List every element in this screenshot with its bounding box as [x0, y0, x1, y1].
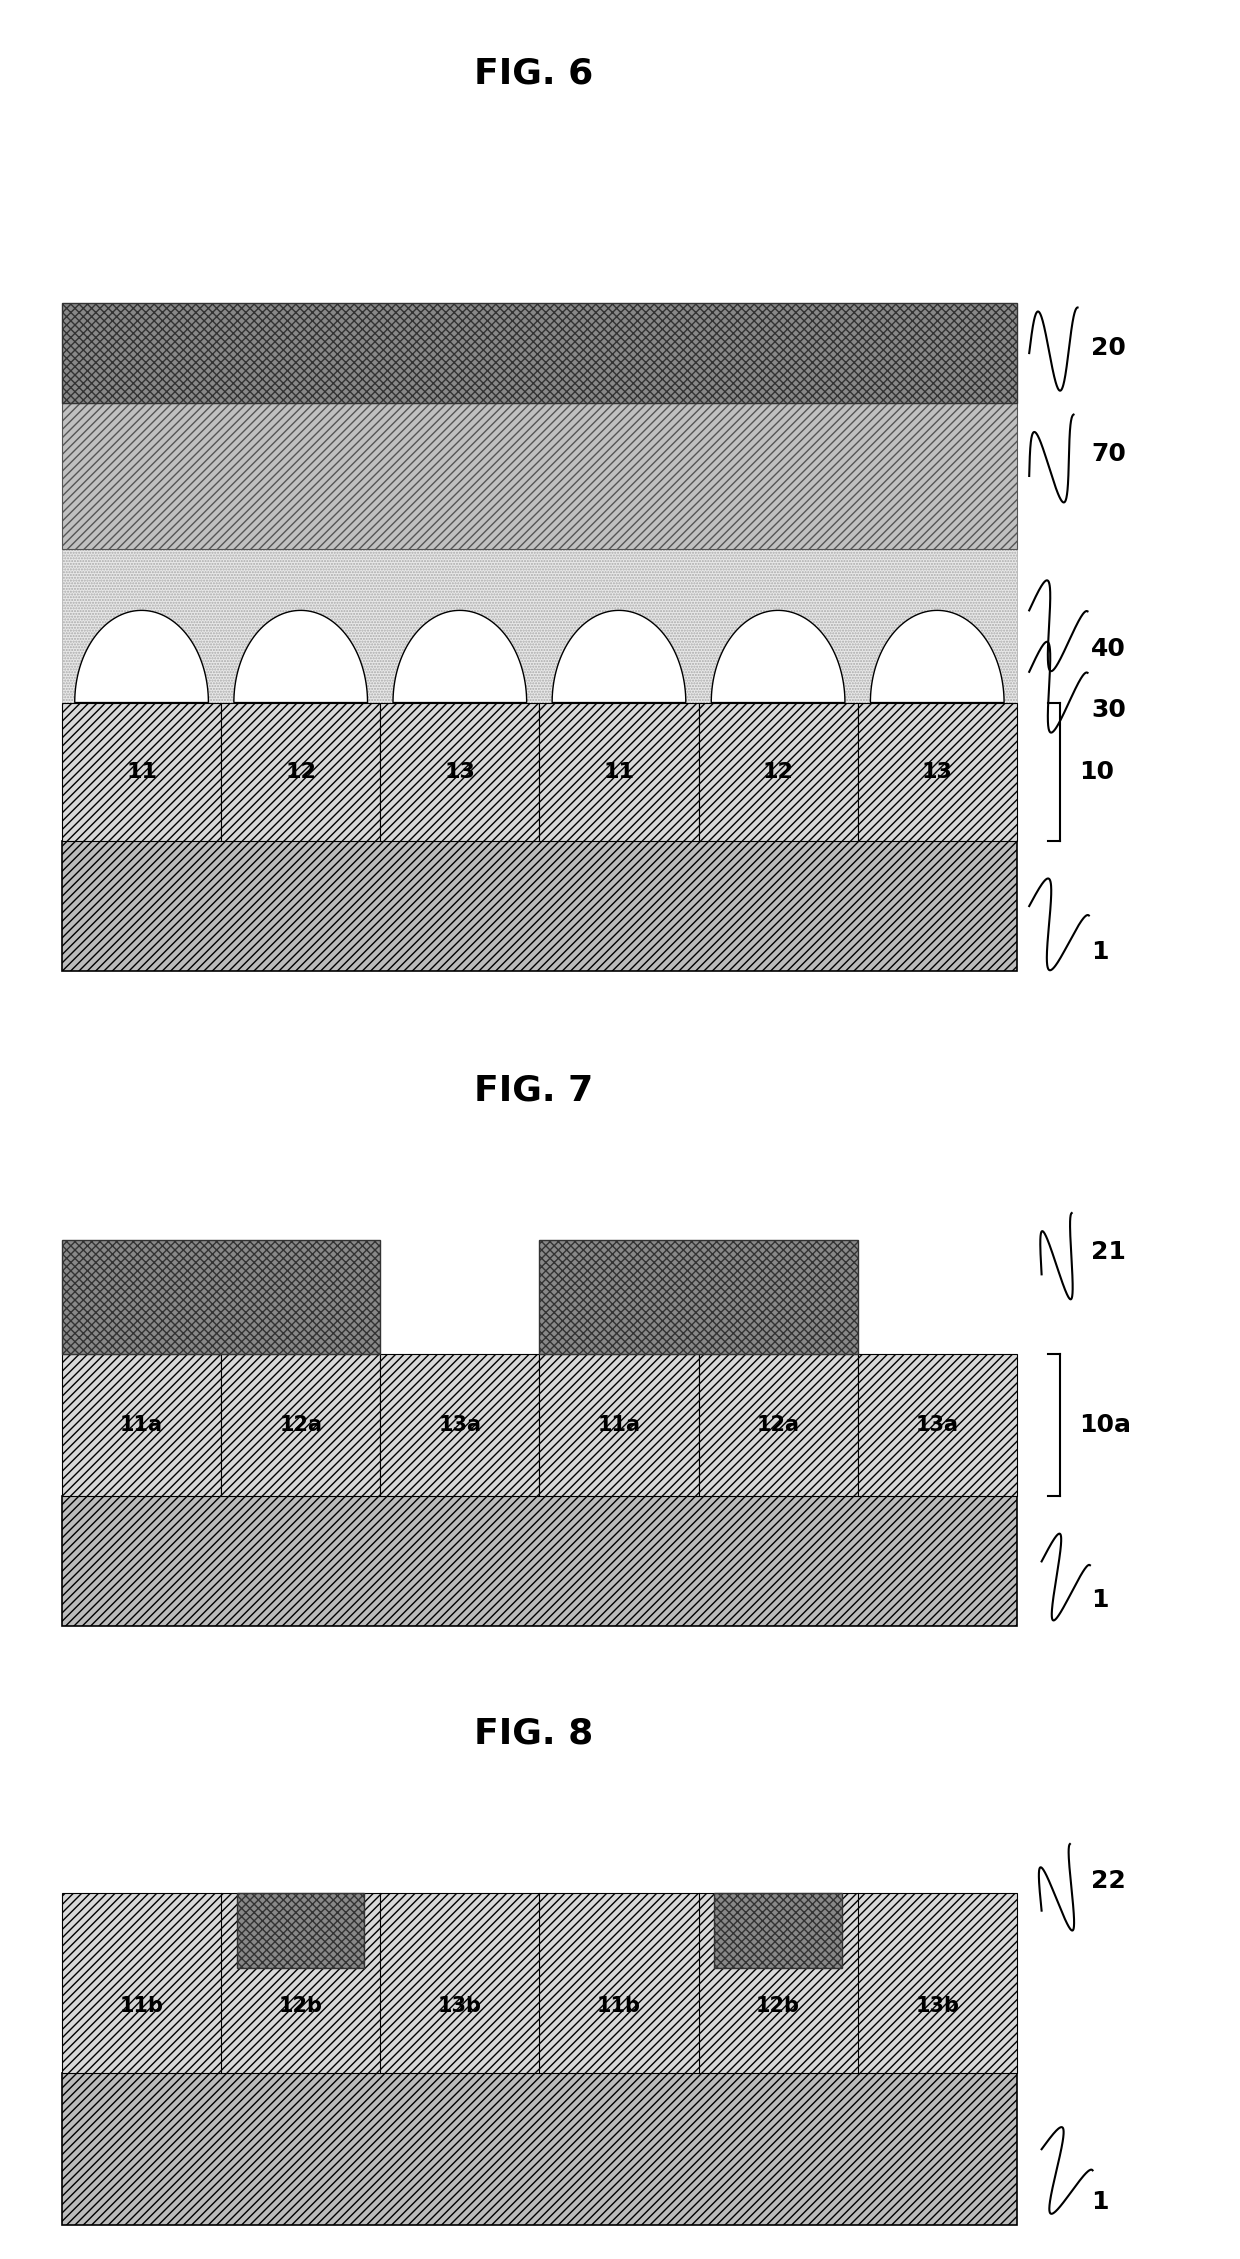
Text: 70: 70 — [1091, 443, 1126, 465]
Text: 21: 21 — [1091, 1240, 1126, 1263]
Text: 1: 1 — [1091, 940, 1109, 965]
Text: 11b: 11b — [119, 1995, 164, 2015]
Text: 13a: 13a — [915, 1414, 959, 1434]
Bar — [539, 1240, 858, 1353]
Bar — [221, 1353, 381, 1495]
Bar — [62, 402, 1017, 549]
Bar — [62, 2074, 1017, 2225]
Bar — [62, 1495, 1017, 1626]
Text: FIG. 6: FIG. 6 — [474, 56, 593, 90]
Text: 12a: 12a — [279, 1414, 322, 1434]
Polygon shape — [74, 610, 208, 703]
Text: 10: 10 — [1079, 759, 1114, 784]
Text: 12: 12 — [285, 761, 316, 782]
Text: 40: 40 — [1091, 637, 1126, 662]
Text: 12b: 12b — [279, 1995, 322, 2015]
Bar — [381, 1353, 539, 1495]
Text: 20: 20 — [1091, 337, 1126, 359]
Polygon shape — [552, 610, 686, 703]
Text: 1: 1 — [1091, 2191, 1109, 2214]
Bar — [539, 703, 698, 840]
Polygon shape — [870, 610, 1004, 703]
Text: 22: 22 — [1091, 1868, 1126, 1893]
Bar — [62, 549, 1017, 703]
Text: 11a: 11a — [120, 1414, 164, 1434]
Text: 11: 11 — [126, 761, 157, 782]
Bar — [858, 1353, 1017, 1495]
Text: 11: 11 — [604, 761, 635, 782]
Bar — [62, 840, 1017, 971]
Bar — [381, 703, 539, 840]
Bar — [539, 1353, 698, 1495]
Bar — [698, 1353, 858, 1495]
Bar — [62, 1353, 221, 1495]
Bar — [858, 703, 1017, 840]
Bar — [62, 1240, 381, 1353]
Bar — [62, 303, 1017, 402]
Bar — [698, 703, 858, 840]
Text: 10a: 10a — [1079, 1414, 1131, 1437]
Text: 13a: 13a — [438, 1414, 481, 1434]
Polygon shape — [712, 610, 844, 703]
Polygon shape — [234, 610, 367, 703]
Bar — [221, 703, 381, 840]
Text: 13b: 13b — [438, 1995, 482, 2015]
Text: 12a: 12a — [756, 1414, 800, 1434]
Bar — [62, 1893, 1017, 2074]
Text: 12: 12 — [763, 761, 794, 782]
Bar — [237, 1893, 365, 1968]
Bar — [62, 703, 221, 840]
Text: FIG. 8: FIG. 8 — [474, 1717, 593, 1751]
Text: 13: 13 — [444, 761, 475, 782]
Text: FIG. 7: FIG. 7 — [474, 1073, 593, 1107]
Bar — [714, 1893, 842, 1968]
Text: 13b: 13b — [915, 1995, 960, 2015]
Text: 1: 1 — [1091, 1588, 1109, 1613]
Polygon shape — [393, 610, 527, 703]
Text: 12b: 12b — [756, 1995, 800, 2015]
Text: 30: 30 — [1091, 698, 1126, 723]
Text: 11a: 11a — [598, 1414, 641, 1434]
Text: 11b: 11b — [596, 1995, 641, 2015]
Text: 13: 13 — [921, 761, 952, 782]
